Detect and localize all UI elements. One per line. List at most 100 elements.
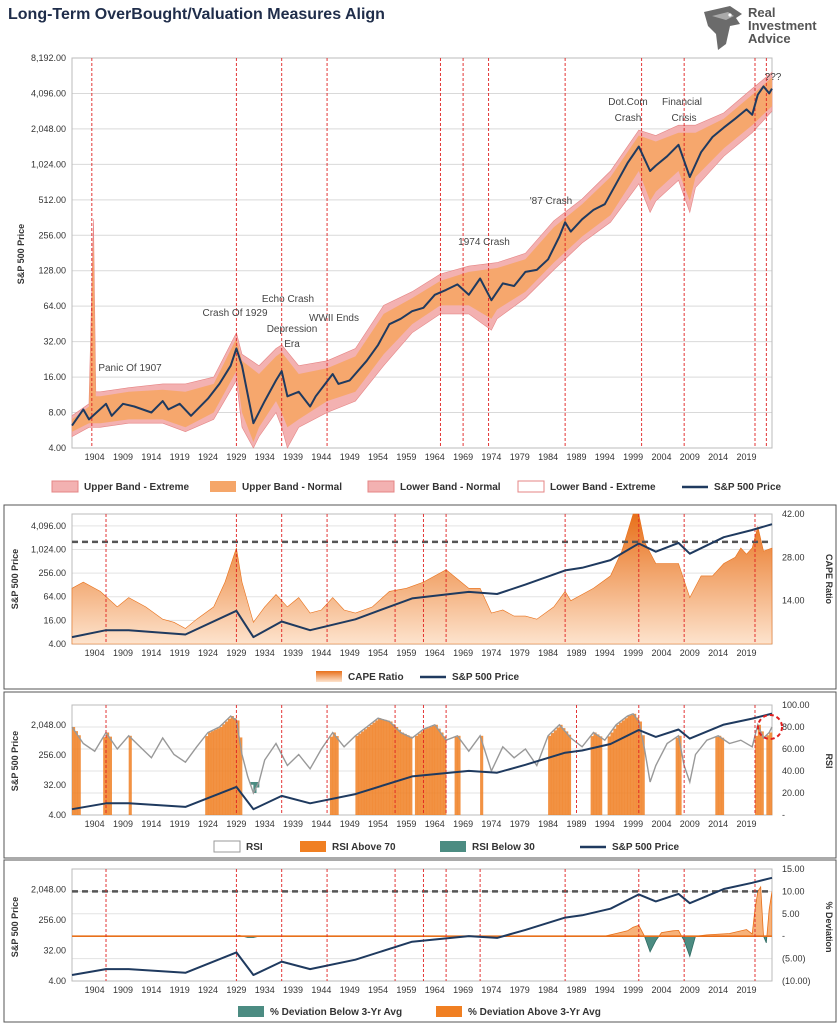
rsi-above-70-bar [392, 724, 396, 815]
p0-tick-1974: 1974 [481, 452, 501, 462]
y2-tick-1: 80.00 [782, 722, 805, 732]
p3-tick-1984: 1984 [538, 985, 558, 995]
p1-tick-1984: 1984 [538, 648, 558, 658]
legend-swatch-0 [316, 671, 342, 682]
rsi-above-70-bar [641, 735, 645, 815]
y-tick-11: 4.00 [48, 443, 66, 453]
annotation-5: WWII Ends [309, 313, 359, 324]
rsi-above-70-bar [395, 727, 399, 815]
p2-tick-2014: 2014 [708, 819, 728, 829]
p2-tick-2004: 2004 [651, 819, 671, 829]
rsi-above-70-bar [618, 722, 623, 815]
p3-tick-1954: 1954 [368, 985, 388, 995]
p2-tick-2019: 2019 [736, 819, 756, 829]
legend-swatch-0 [213, 840, 241, 853]
p1-tick-1969: 1969 [453, 648, 473, 658]
annotation-12: ??? [765, 72, 782, 83]
p2-tick-1959: 1959 [396, 819, 416, 829]
p2-tick-1969: 1969 [453, 819, 473, 829]
p1-tick-1974: 1974 [481, 648, 501, 658]
y-tick-0: 4,096.00 [31, 521, 66, 531]
rsi-above-70-bar [720, 737, 725, 815]
rsi-above-70-bar [233, 718, 237, 815]
p0-tick-1944: 1944 [311, 452, 331, 462]
sp500-line [71, 712, 773, 811]
y2-tick-1: 10.00 [782, 886, 805, 896]
p1-tick-1949: 1949 [340, 648, 360, 658]
page-title: Long-Term OverBought/Valuation Measures … [8, 6, 385, 23]
p3-tick-2009: 2009 [680, 985, 700, 995]
legend-swatch-2 [367, 480, 395, 493]
p2-tick-1914: 1914 [141, 819, 161, 829]
rsi-above-70-bar [423, 729, 427, 815]
y2-tick-5: (10.00) [782, 976, 811, 986]
rsi-above-70-bar [678, 735, 682, 815]
p0-tick-1919: 1919 [170, 452, 190, 462]
rsi-above-70-bar [431, 725, 436, 815]
rsi-above-70-bar [559, 724, 563, 815]
p0-tick-1929: 1929 [226, 452, 246, 462]
y-tick-4: 16.00 [43, 615, 66, 625]
rsi-above-70-bar [329, 736, 334, 815]
p0-tick-1999: 1999 [623, 452, 643, 462]
p0-tick-1969: 1969 [453, 452, 473, 462]
rsi-above-70-bar [355, 735, 359, 815]
rsi-above-70-bar [613, 728, 617, 815]
legend-label-1: Upper Band - Normal [242, 482, 342, 493]
y-tick-3: 4.00 [48, 810, 66, 820]
deviation-above-area [72, 885, 772, 937]
rsi-above-70-bar [616, 724, 620, 815]
rsi-above-70-bar [565, 731, 569, 815]
rsi-above-70-bar [230, 716, 234, 815]
rsi-above-70-bar [208, 732, 212, 815]
p0-tick-1994: 1994 [595, 452, 615, 462]
p1-tick-1994: 1994 [595, 648, 615, 658]
rsi-above-70-bar [216, 728, 220, 815]
y-tick-6: 128.00 [38, 266, 66, 276]
y2-tick-3: 40.00 [782, 766, 805, 776]
rsi-above-70-bar [205, 736, 209, 815]
p2-tick-1904: 1904 [85, 819, 105, 829]
rsi-above-70-bar [621, 720, 625, 815]
rsi-above-70-bar [380, 719, 385, 815]
chart-deviation: 2,048.00 256.00 32.00 4.00 15.00 10.00 5.00 - (5… [3, 859, 837, 1023]
annotation-9: Crash [615, 113, 642, 124]
y-tick-0: 2,048.00 [31, 720, 66, 730]
p3-tick-1959: 1959 [396, 985, 416, 995]
y-tick-1: 4,096.00 [31, 88, 66, 98]
p2-tick-1984: 1984 [538, 819, 558, 829]
legend-swatch-0 [238, 1006, 264, 1017]
legend-label-1: RSI Above 70 [332, 842, 396, 853]
y-tick-0: 2,048.00 [31, 884, 66, 894]
legend-swatch-1 [300, 841, 326, 852]
rsi-above-70-bar [766, 735, 770, 815]
p1-tick-1924: 1924 [198, 648, 218, 658]
p1-tick-1909: 1909 [113, 648, 133, 658]
y2-tick-1: 28.00 [782, 552, 805, 562]
p1-tick-1934: 1934 [255, 648, 275, 658]
legend-label-4: S&P 500 Price [714, 482, 782, 493]
rsi-above-70-bar [361, 731, 365, 815]
legend-swatch-1 [210, 481, 236, 492]
y-tick-9: 16.00 [43, 372, 66, 382]
rsi-above-70-bar [397, 729, 402, 815]
rsi-above-70-bar [372, 722, 376, 815]
rsi-above-70-bar [77, 735, 81, 815]
p3-tick-1944: 1944 [311, 985, 331, 995]
logo-line-2: Investment [748, 18, 817, 33]
p3-tick-1949: 1949 [340, 985, 360, 995]
y-tick-2: 32.00 [43, 945, 66, 955]
panel-price-bands: 8,192.00 4,096.00 2,048.00 1,024.00 512.00 25… [0, 44, 840, 504]
sp500-line [71, 523, 773, 639]
p1-tick-1989: 1989 [566, 648, 586, 658]
legend-label-0: % Deviation Below 3-Yr Avg [270, 1007, 402, 1018]
y2-tick-0: 15.00 [782, 864, 805, 874]
rsi-above-70-bar [754, 735, 759, 815]
rsi-above-70-bar [236, 720, 240, 815]
p3-tick-1919: 1919 [170, 985, 190, 995]
y-tick-7: 64.00 [43, 301, 66, 311]
y-tick-4: 512.00 [38, 195, 66, 205]
rsi-above-70-bar [607, 736, 611, 815]
rsi-above-70-bar [400, 732, 404, 815]
rsi-above-70-bar [426, 728, 430, 815]
